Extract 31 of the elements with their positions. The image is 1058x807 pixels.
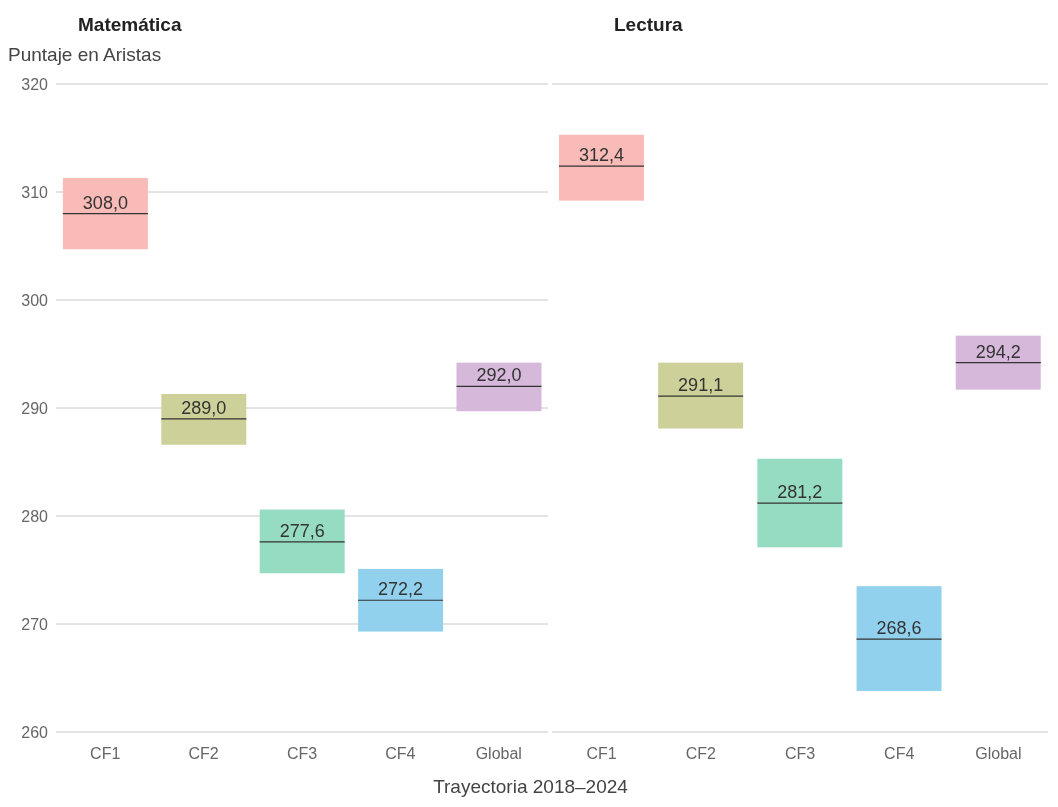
x-tick-label: CF3 [286, 745, 318, 763]
x-tick-label: Global [475, 745, 522, 763]
text: 291,1 [678, 375, 724, 396]
text: 277,6 [279, 520, 325, 541]
y-tick-label: 290 [21, 399, 49, 417]
x-axis-title: Trayectoria 2018–2024 [433, 776, 628, 797]
text: 312,4 [578, 145, 624, 166]
x-tick-label: CF1 [90, 745, 121, 763]
y-tick-label: 260 [21, 723, 49, 741]
chart-title: Lectura [614, 14, 683, 35]
y-tick-label: 320 [21, 75, 49, 93]
text: 294,2 [975, 341, 1021, 362]
text: 292,0 [476, 365, 522, 386]
text: 281,2 [777, 482, 823, 503]
y-tick-label: 300 [21, 291, 49, 309]
text: 272,2 [378, 579, 424, 600]
x-tick-label: CF4 [385, 745, 416, 763]
x-tick-label: CF2 [685, 745, 717, 763]
text: 308,0 [82, 192, 128, 213]
y-tick-label: 310 [21, 183, 49, 201]
x-tick-label: CF2 [188, 745, 219, 763]
text: 268,6 [876, 618, 922, 639]
y-tick-label: 270 [21, 615, 49, 633]
x-tick-label: Global [975, 745, 1022, 763]
text: 289,0 [181, 397, 227, 418]
x-tick-label: CF1 [586, 745, 617, 763]
chart-title: Matemática [78, 14, 182, 35]
x-tick-label: CF4 [884, 745, 915, 763]
y-tick-label: 280 [21, 507, 49, 525]
x-tick-label: CF3 [784, 745, 816, 763]
y-axis-title: Puntaje en Aristas [8, 44, 162, 65]
